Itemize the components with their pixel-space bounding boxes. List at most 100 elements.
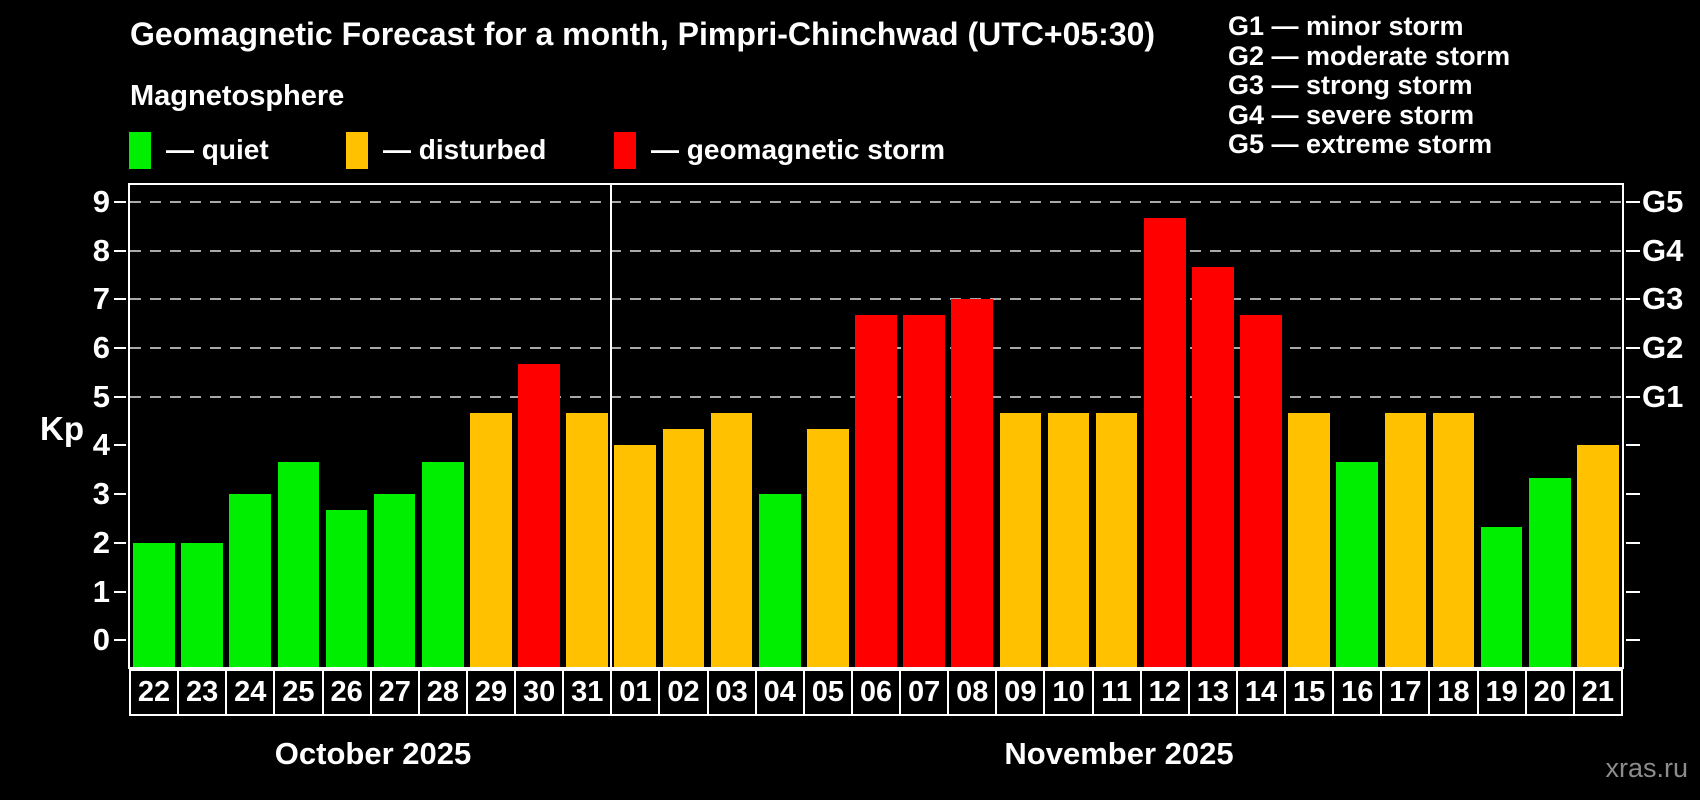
y-tick-label-8: 8 — [92, 232, 110, 268]
y-tick-label-9: 9 — [92, 184, 110, 220]
bar-day-05 — [807, 429, 849, 667]
date-label-14: 14 — [1235, 669, 1287, 716]
g-label-G1: G1 — [1642, 378, 1684, 414]
date-label-29: 29 — [465, 669, 517, 716]
right-tick-2 — [1626, 541, 1640, 544]
bar-day-18 — [1432, 412, 1475, 667]
y-tick-3 — [114, 493, 126, 496]
g-label-G2: G2 — [1642, 330, 1684, 366]
bar-day-02 — [662, 429, 705, 667]
y-tick-label-7: 7 — [92, 281, 110, 317]
date-label-28: 28 — [417, 669, 468, 716]
g-label-G5: G5 — [1642, 184, 1684, 220]
g-scale-item-4: G4 — severe storm — [1228, 99, 1475, 130]
y-tick-6 — [114, 347, 126, 350]
bar-day-28 — [421, 461, 464, 667]
g-label-G4: G4 — [1642, 232, 1684, 268]
chart-subtitle: Magnetosphere — [130, 80, 345, 112]
date-label-31: 31 — [562, 669, 613, 716]
bar-day-14 — [1240, 315, 1282, 667]
right-tick-0 — [1626, 639, 1640, 642]
bar-day-01 — [614, 445, 657, 667]
y-tick-label-5: 5 — [92, 378, 110, 414]
right-tick-3 — [1626, 493, 1640, 496]
legend-item-disturbed: — disturbed — [346, 131, 546, 169]
date-label-18: 18 — [1428, 669, 1479, 716]
y-tick-0 — [114, 639, 126, 642]
date-label-19: 19 — [1476, 669, 1527, 716]
bar-day-10 — [1047, 412, 1090, 667]
date-label-22: 22 — [129, 669, 180, 716]
bar-day-08 — [951, 299, 994, 667]
right-tick-8 — [1626, 249, 1640, 252]
bar-day-24 — [229, 494, 272, 667]
month-label-october: October 2025 — [274, 736, 472, 771]
plot-area — [128, 183, 1624, 669]
bar-day-12 — [1143, 218, 1186, 667]
date-label-26: 26 — [321, 669, 372, 716]
legend-item-storm: — geomagnetic storm — [614, 131, 945, 169]
date-label-07: 07 — [899, 669, 950, 716]
bar-day-25 — [277, 461, 320, 667]
date-label-20: 20 — [1524, 669, 1575, 716]
date-label-05: 05 — [802, 669, 853, 716]
g-scale-legend: G1 — minor storm G2 — moderate storm G3 — … — [1228, 11, 1511, 160]
g-scale-item-1: G1 — minor storm — [1228, 11, 1464, 41]
g-scale-item-5: G5 — extreme storm — [1228, 129, 1493, 160]
date-label-11: 11 — [1091, 669, 1142, 716]
bar-day-29 — [470, 412, 512, 667]
date-label-27: 27 — [369, 669, 420, 716]
gridline-kp7 — [130, 298, 1622, 301]
date-label-25: 25 — [273, 669, 324, 716]
y-tick-2 — [114, 541, 126, 544]
y-tick-4 — [114, 444, 126, 447]
gridline-kp9 — [130, 201, 1622, 204]
y-tick-7 — [114, 298, 126, 301]
y-tick-8 — [114, 249, 126, 252]
date-label-02: 02 — [658, 669, 709, 716]
bar-day-13 — [1192, 266, 1234, 667]
legend-disturbed-label: — disturbed — [383, 134, 547, 165]
g-scale-item-2: G2 — moderate storm — [1228, 40, 1511, 71]
bar-day-03 — [710, 412, 753, 667]
date-label-15: 15 — [1284, 669, 1335, 716]
right-tick-5 — [1626, 395, 1640, 398]
quiet-swatch-icon — [129, 131, 151, 169]
bar-day-27 — [373, 494, 416, 667]
date-label-08: 08 — [947, 669, 998, 716]
y-tick-label-6: 6 — [92, 330, 110, 366]
date-label-16: 16 — [1332, 669, 1383, 716]
bar-day-31 — [566, 412, 608, 667]
y-axis-title: Kp — [40, 410, 84, 447]
date-label-12: 12 — [1139, 669, 1190, 716]
bar-day-04 — [758, 494, 801, 667]
legend-quiet-label: — quiet — [166, 134, 269, 165]
right-tick-6 — [1626, 347, 1640, 350]
y-tick-9 — [114, 201, 126, 204]
bar-day-16 — [1336, 461, 1379, 667]
date-label-09: 09 — [995, 669, 1046, 716]
chart-title: Geomagnetic Forecast for a month, Pimpri… — [130, 16, 1156, 52]
right-tick-9 — [1626, 201, 1640, 204]
bar-day-17 — [1384, 412, 1427, 667]
date-label-03: 03 — [706, 669, 757, 716]
y-tick-1 — [114, 590, 126, 593]
gridline-kp8 — [130, 249, 1622, 252]
watermark: xras.ru — [1605, 753, 1688, 783]
date-label-04: 04 — [754, 669, 805, 716]
right-tick-4 — [1626, 444, 1640, 447]
disturbed-swatch-icon — [346, 131, 368, 169]
date-label-30: 30 — [514, 669, 565, 716]
g-label-G3: G3 — [1642, 281, 1684, 317]
g-scale-item-3: G3 — strong storm — [1228, 70, 1473, 101]
legend-item-quiet: — quiet — [129, 131, 269, 169]
date-label-17: 17 — [1380, 669, 1431, 716]
y-tick-label-4: 4 — [92, 427, 110, 463]
bar-day-30 — [518, 364, 560, 667]
right-tick-7 — [1626, 298, 1640, 301]
date-label-10: 10 — [1043, 669, 1094, 716]
bar-day-11 — [1095, 412, 1138, 667]
date-label-23: 23 — [177, 669, 228, 716]
bar-day-21 — [1577, 445, 1619, 667]
date-label-24: 24 — [225, 669, 276, 716]
